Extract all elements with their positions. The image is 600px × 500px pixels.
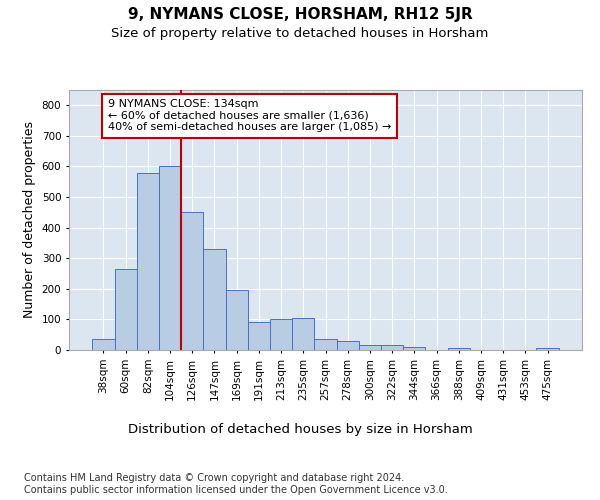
Bar bbox=[536, 348, 559, 350]
Text: 9 NYMANS CLOSE: 134sqm
← 60% of detached houses are smaller (1,636)
40% of semi-: 9 NYMANS CLOSE: 134sqm ← 60% of detached… bbox=[108, 99, 391, 132]
Bar bbox=[403, 347, 425, 350]
Bar bbox=[359, 346, 381, 350]
Bar bbox=[203, 249, 226, 350]
Bar bbox=[448, 348, 470, 350]
Bar bbox=[159, 166, 181, 350]
Text: 9, NYMANS CLOSE, HORSHAM, RH12 5JR: 9, NYMANS CLOSE, HORSHAM, RH12 5JR bbox=[128, 8, 472, 22]
Bar bbox=[248, 322, 270, 350]
Bar bbox=[92, 340, 115, 350]
Bar bbox=[381, 346, 403, 350]
Text: Size of property relative to detached houses in Horsham: Size of property relative to detached ho… bbox=[112, 28, 488, 40]
Text: Contains HM Land Registry data © Crown copyright and database right 2024.
Contai: Contains HM Land Registry data © Crown c… bbox=[24, 474, 448, 495]
Y-axis label: Number of detached properties: Number of detached properties bbox=[23, 122, 36, 318]
Bar bbox=[115, 269, 137, 350]
Bar bbox=[314, 340, 337, 350]
Bar bbox=[292, 318, 314, 350]
Bar bbox=[270, 320, 292, 350]
Bar bbox=[137, 172, 159, 350]
Text: Distribution of detached houses by size in Horsham: Distribution of detached houses by size … bbox=[128, 422, 472, 436]
Bar bbox=[337, 341, 359, 350]
Bar bbox=[226, 290, 248, 350]
Bar bbox=[181, 212, 203, 350]
